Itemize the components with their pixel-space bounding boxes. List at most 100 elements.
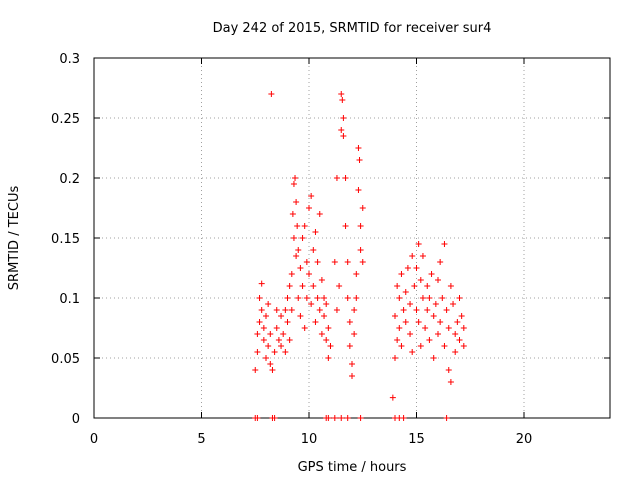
data-point: [394, 283, 401, 289]
data-point: [349, 373, 355, 379]
data-point: [452, 331, 459, 337]
x-tick-label: 0: [90, 432, 98, 447]
data-point: [331, 415, 338, 421]
data-point: [331, 259, 338, 265]
data-point: [265, 301, 272, 307]
data-point: [282, 349, 289, 355]
data-point: [303, 259, 310, 265]
data-point: [297, 313, 304, 319]
data-point: [415, 319, 422, 325]
data-point: [357, 223, 364, 229]
data-point: [351, 307, 358, 313]
data-point: [407, 331, 414, 337]
data-point: [460, 343, 467, 349]
data-point: [430, 313, 437, 319]
data-point: [299, 283, 306, 289]
data-point: [316, 307, 323, 313]
data-point: [339, 97, 346, 103]
data-point: [325, 355, 332, 361]
data-point: [419, 295, 426, 301]
data-point: [293, 199, 300, 205]
data-point: [443, 415, 450, 421]
data-point: [441, 241, 448, 247]
data-point: [306, 271, 312, 277]
data-point: [263, 313, 269, 319]
data-point: [299, 235, 306, 241]
data-point: [295, 295, 302, 301]
data-point: [271, 415, 278, 421]
data-markers: [252, 91, 467, 421]
data-point: [402, 319, 409, 325]
data-point: [407, 301, 414, 307]
data-point: [316, 211, 323, 217]
data-point: [439, 295, 446, 301]
data-point: [409, 349, 416, 355]
data-point: [338, 415, 345, 421]
data-point: [422, 325, 429, 331]
data-point: [323, 301, 330, 307]
data-point: [267, 361, 274, 367]
data-point: [351, 331, 358, 337]
data-point: [327, 343, 334, 349]
data-point: [437, 319, 444, 325]
data-point: [398, 271, 405, 277]
data-point: [275, 337, 282, 343]
data-point: [268, 91, 275, 97]
data-point: [447, 283, 454, 289]
data-point: [452, 349, 459, 355]
data-point: [456, 337, 463, 343]
data-point: [353, 271, 360, 277]
data-point: [344, 295, 351, 301]
data-point: [254, 331, 261, 337]
data-point: [252, 367, 259, 373]
data-point: [356, 157, 363, 163]
data-point: [424, 283, 431, 289]
data-point: [318, 331, 325, 337]
data-point: [318, 277, 325, 283]
data-point: [460, 325, 467, 331]
data-point: [349, 361, 355, 367]
data-point: [413, 307, 420, 313]
y-axis-label: SRMTID / TECUs: [7, 186, 22, 291]
x-tick-label: 10: [301, 432, 318, 447]
data-point: [254, 349, 261, 355]
data-point: [260, 325, 267, 331]
data-point: [301, 325, 308, 331]
data-point: [338, 127, 345, 133]
data-point: [419, 253, 426, 259]
data-point: [344, 415, 351, 421]
data-point: [394, 337, 401, 343]
data-point: [359, 205, 366, 211]
data-point: [260, 337, 267, 343]
data-point: [290, 235, 297, 241]
data-point: [400, 307, 407, 313]
data-point: [443, 307, 450, 313]
data-point: [458, 313, 465, 319]
data-point: [424, 307, 431, 313]
data-point: [290, 181, 297, 187]
data-point: [447, 379, 454, 385]
data-point: [396, 295, 403, 301]
data-point: [417, 343, 424, 349]
data-point: [301, 223, 308, 229]
data-point: [435, 331, 441, 337]
data-point: [389, 394, 396, 401]
data-point: [336, 283, 343, 289]
data-point: [306, 205, 312, 211]
data-point: [450, 301, 457, 307]
data-point: [435, 277, 441, 283]
data-point: [359, 259, 366, 265]
x-tick-label: 5: [197, 432, 205, 447]
data-point: [445, 325, 452, 331]
data-point: [254, 415, 261, 421]
grid: [94, 58, 610, 418]
data-point: [333, 175, 340, 181]
data-point: [346, 343, 353, 349]
data-point: [292, 175, 299, 181]
data-point: [284, 295, 291, 301]
y-tick-label: 0.05: [51, 352, 80, 367]
data-point: [321, 313, 328, 319]
x-axis-label: GPS time / hours: [298, 460, 407, 475]
data-point: [273, 307, 280, 313]
data-point: [338, 91, 345, 97]
